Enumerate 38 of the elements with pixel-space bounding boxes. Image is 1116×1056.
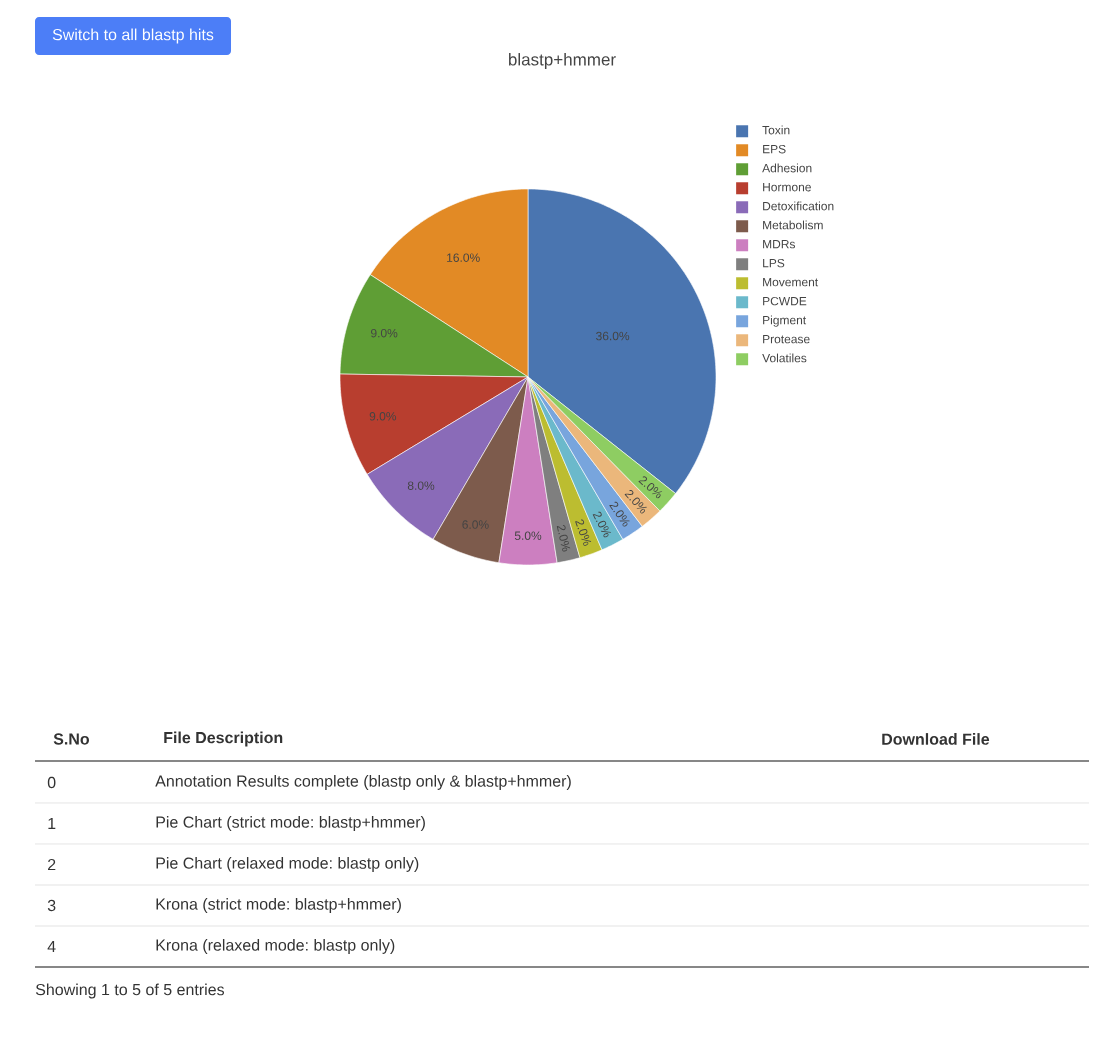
data-label: 9.0%: [369, 412, 397, 421]
data-label: 2.0%: [592, 511, 612, 538]
legend-label: Metabolism: [763, 220, 823, 230]
legend-label: MDRs: [763, 240, 796, 249]
text: S.No: [53, 733, 90, 745]
chart-title: blastp+hmmer: [509, 53, 616, 69]
text: Switch to all blastp hits: [52, 28, 214, 44]
text: 0: [47, 776, 56, 789]
text: 3: [47, 899, 56, 912]
data-label: 2.0%: [575, 519, 592, 546]
legend-label: Movement: [763, 278, 819, 287]
legend-label: LPS: [763, 258, 785, 268]
data-label: 36.0%: [596, 331, 630, 341]
data-label: 8.0%: [407, 481, 435, 490]
legend-label: Pigment: [763, 315, 807, 327]
text: Pie Chart (relaxed mode: blastp only): [156, 857, 419, 872]
legend-label: Protease: [763, 335, 810, 344]
data-label: 5.0%: [514, 531, 542, 540]
text: Annotation Results complete (blastp only & blastp+hmmer): [155, 775, 571, 790]
legend-label: Volatiles: [762, 353, 807, 363]
text: Krona (relaxed mode: blastp only): [156, 939, 395, 954]
data-label: 9.0%: [371, 328, 398, 338]
text: File Description: [164, 731, 283, 747]
text: Download File: [882, 733, 990, 745]
data-label: 16.0%: [447, 253, 480, 262]
legend-label: Toxin: [762, 125, 790, 135]
legend-label: PCWDE: [763, 296, 807, 306]
legend-label: Detoxification: [763, 201, 834, 211]
text: 2: [48, 858, 56, 871]
legend-label: Adhesion: [762, 163, 812, 173]
text: Showing 1 to 5 of 5 entries: [35, 983, 225, 999]
text: 1: [48, 817, 56, 829]
legend-label: Hormone: [763, 183, 811, 192]
text: Pie Chart (strict mode: blastp+hmmer): [156, 816, 425, 831]
text: Krona (strict mode: blastp+hmmer): [156, 898, 401, 913]
text: 4: [47, 940, 56, 952]
legend-label: EPS: [763, 144, 786, 154]
data-label: 2.0%: [556, 524, 571, 552]
